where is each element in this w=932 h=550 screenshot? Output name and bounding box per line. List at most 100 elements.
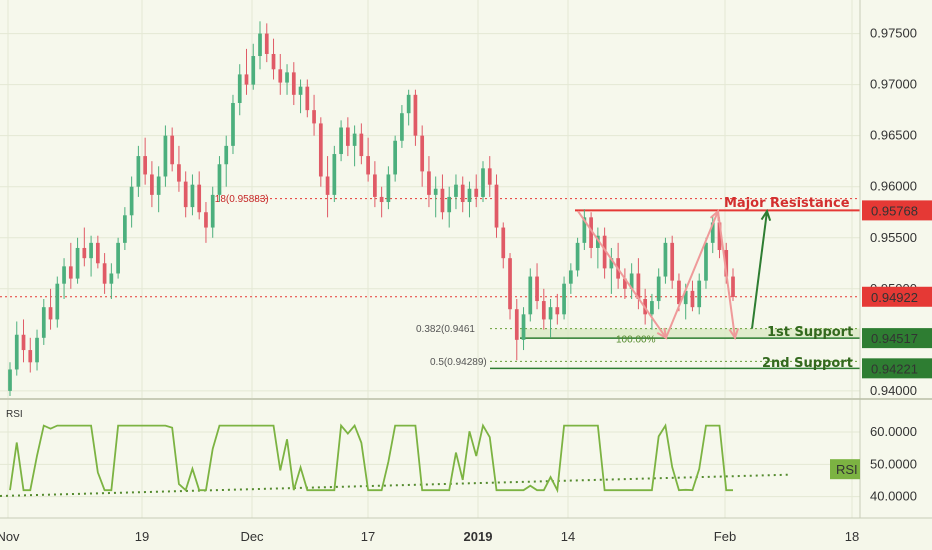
- candle-body: [521, 314, 526, 340]
- bullish-arrow: [751, 211, 768, 329]
- bullish-arrow-head: [760, 208, 772, 222]
- pattern-leg-projection-head: [728, 327, 740, 341]
- candle-body: [501, 227, 506, 259]
- price-tick-label: 0.94000: [870, 383, 917, 398]
- candle-body: [508, 258, 512, 310]
- second-support-label: 2nd Support: [762, 356, 853, 371]
- candle-body: [109, 273, 114, 284]
- candle-body: [629, 273, 634, 289]
- candle-body: [663, 242, 668, 277]
- rsi-tick-label: 60.0000: [870, 424, 917, 439]
- candle-body: [697, 280, 702, 308]
- candle-body: [575, 242, 580, 271]
- candle-body: [129, 186, 134, 216]
- candle-body: [393, 140, 398, 175]
- time-tick-label: Dec: [240, 529, 264, 544]
- candle-body: [28, 350, 33, 363]
- candle-body: [339, 127, 343, 155]
- candle-body: [55, 283, 60, 320]
- candle-body: [670, 242, 675, 281]
- candle-body: [406, 94, 411, 114]
- candle-body: [379, 196, 384, 203]
- pattern-leg-down: [577, 210, 667, 339]
- candle-body: [305, 86, 310, 111]
- candle-body: [636, 273, 641, 300]
- rsi-tick-label: 50.0000: [870, 456, 917, 471]
- fib-level-label: 100.00%: [616, 334, 656, 345]
- candle-body: [204, 212, 208, 228]
- time-tick-label: 14: [561, 529, 575, 544]
- candle-body: [95, 242, 100, 264]
- candle-body: [150, 174, 154, 195]
- candle-body: [454, 184, 458, 197]
- candle-body: [291, 72, 296, 95]
- price-axis: 0.975000.970000.965000.960000.955000.950…: [870, 26, 917, 398]
- candle-body: [427, 171, 431, 195]
- candle-body: [237, 74, 242, 103]
- fib-level-label: 0.5(0.94289): [430, 357, 487, 368]
- time-tick-label: 17: [361, 529, 375, 544]
- candle-body: [596, 235, 600, 248]
- price-tag: [862, 358, 932, 379]
- time-tick-label: 2019: [464, 529, 493, 544]
- candle-body: [21, 334, 26, 351]
- candle-body: [123, 215, 127, 243]
- price-tag-label: 0.94221: [871, 361, 918, 376]
- candle-body: [156, 176, 161, 195]
- candle-body: [170, 135, 175, 165]
- candle-body: [163, 135, 168, 177]
- candle-body: [251, 56, 256, 85]
- candle-body: [582, 217, 587, 243]
- candle-body: [298, 86, 303, 95]
- candle-body: [623, 278, 627, 289]
- price-tag: [862, 200, 932, 221]
- candle-body: [116, 242, 120, 274]
- candle-body: [420, 135, 425, 172]
- candle-body: [285, 72, 289, 83]
- price-tag-label: 0.95768: [871, 203, 918, 218]
- candle-body: [724, 250, 729, 277]
- time-tick-label: 19: [135, 529, 149, 544]
- price-tick-label: 0.95500: [870, 230, 917, 245]
- candle-body: [514, 309, 519, 340]
- candle-body: [197, 184, 202, 213]
- price-tags: 0.95768 0.94922 0.94517 0.94221: [862, 200, 932, 379]
- price-tag-label: 0.94517: [871, 331, 918, 346]
- candle-body: [89, 242, 93, 259]
- candle-body: [264, 33, 269, 54]
- major-resistance-label: Major Resistance: [724, 196, 850, 211]
- candle-body: [332, 154, 337, 195]
- candle-body: [210, 194, 215, 228]
- candle-body: [400, 113, 404, 141]
- fib-level-label: 0.382(0.9461: [416, 324, 475, 335]
- pattern-leg-up: [665, 210, 719, 339]
- candle-body: [48, 307, 53, 320]
- candle-body: [413, 94, 418, 136]
- price-tag: [862, 328, 932, 349]
- price-tick-label: 0.96000: [870, 179, 917, 194]
- candle-body: [177, 164, 181, 182]
- candle-body: [82, 247, 87, 259]
- candle-body: [609, 258, 614, 269]
- rsi-tag-label: RSI: [836, 462, 858, 477]
- time-tick-label: Feb: [714, 529, 736, 544]
- candle-body: [710, 222, 715, 243]
- candle-body: [190, 184, 195, 208]
- candle-body: [548, 307, 553, 320]
- candle-body: [62, 266, 66, 284]
- rsi-axis: 60.0000 50.0000 40.0000: [870, 424, 917, 504]
- candle-body: [562, 283, 566, 315]
- candle-body: [474, 188, 479, 197]
- candle-body: [528, 276, 533, 315]
- candle-body: [568, 270, 573, 284]
- candle-body: [690, 290, 695, 308]
- candle-body: [352, 133, 357, 146]
- candle-body: [440, 188, 445, 213]
- candle-body: [359, 133, 364, 157]
- candle-body: [373, 174, 377, 197]
- candle-body: [460, 184, 465, 203]
- candle-body: [683, 290, 688, 305]
- candle-body: [258, 33, 262, 57]
- candle-body: [224, 145, 229, 165]
